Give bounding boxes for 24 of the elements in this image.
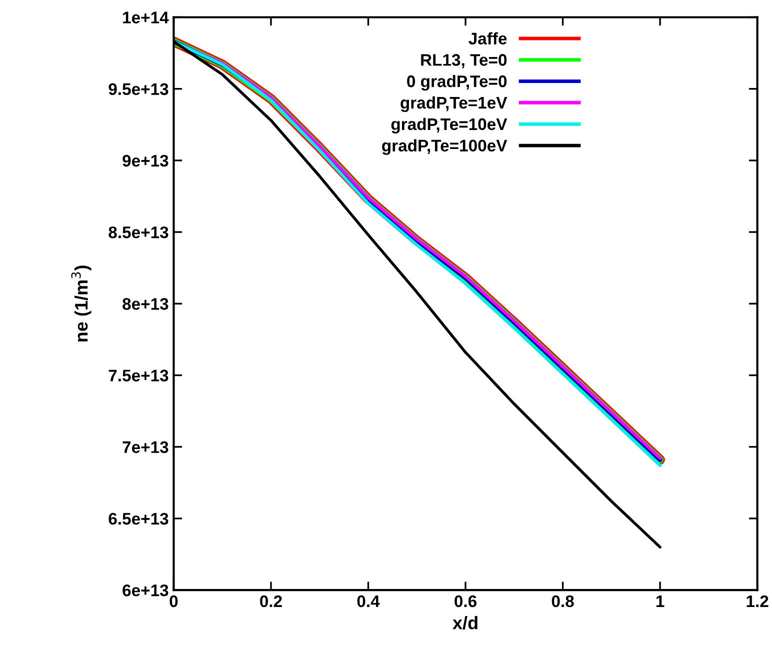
legend-label: RL13, Te=0 [421, 54, 507, 68]
x-axis-title: x/d [452, 616, 478, 630]
x-tick-label: 0.6 [454, 595, 476, 608]
x-tick-label: 0.8 [552, 595, 574, 608]
x-tick-label: 1.2 [746, 595, 768, 608]
x-tick-label: 0.4 [357, 595, 380, 608]
y-tick-label: 8.5e+13 [108, 226, 168, 238]
x-tick-label: 0 [170, 595, 178, 608]
y-tick-label: 1e+14 [123, 12, 169, 24]
y-tick-label: 6e+13 [122, 584, 168, 596]
legend-label: gradP,Te=10eV [391, 118, 508, 134]
legend-label: gradP,Te=100eV [382, 139, 508, 155]
y-axis-title: ne (1/m$^{3}$) [71, 266, 92, 342]
x-tick-label: 1 [656, 596, 664, 608]
y-tick-label: 7.5e+13 [108, 370, 168, 382]
y-tick-label: 7e+13 [122, 441, 168, 454]
y-tick-label: 8e+13 [122, 298, 168, 310]
legend-label: 0 gradP,Te=0 [407, 74, 507, 91]
y-tick-label: 6.5e+13 [108, 512, 168, 525]
y-tick-label: 9.5e+13 [108, 83, 168, 96]
y-tick-label: 9e+13 [122, 154, 168, 167]
legend-label: Jaffe [468, 32, 507, 44]
legend-label: gradP,Te=1eV [400, 96, 508, 112]
x-tick-label: 0.2 [260, 595, 282, 608]
